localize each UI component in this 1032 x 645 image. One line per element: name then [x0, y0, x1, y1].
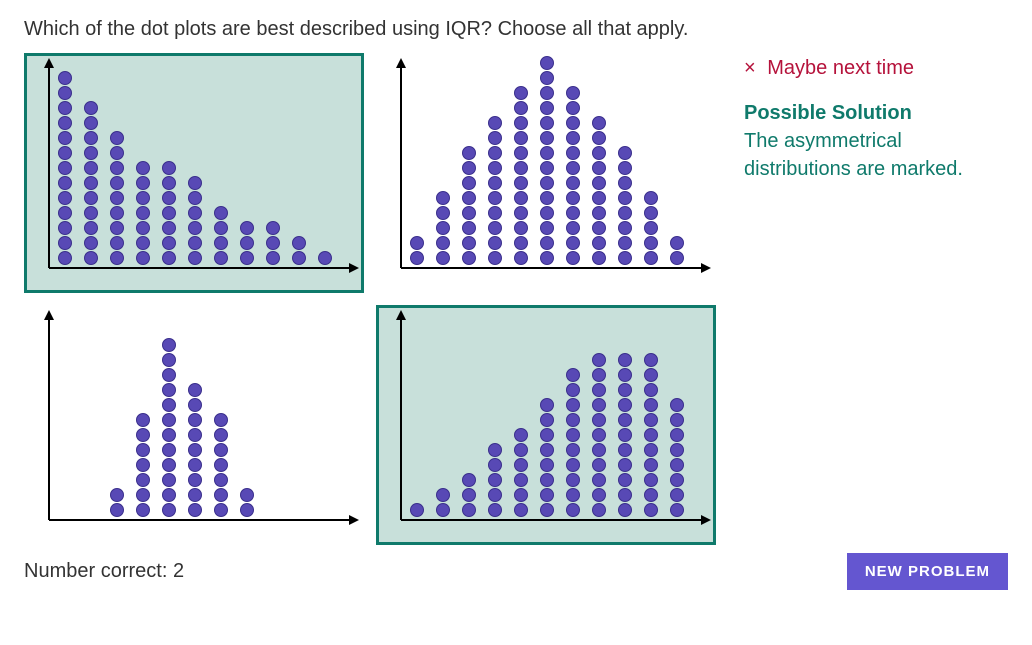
- footer-bar: Number correct: 2 NEW PROBLEM: [24, 553, 1008, 590]
- question-text: Which of the dot plots are best describe…: [24, 18, 1008, 41]
- solution-text: The asymmetrical distributions are marke…: [744, 127, 1008, 183]
- main-layout: × Maybe next time Possible Solution The …: [24, 53, 1008, 545]
- dot-plot-a[interactable]: [24, 53, 364, 293]
- dot-plot-d[interactable]: [376, 305, 716, 545]
- solution-title: Possible Solution: [744, 102, 1008, 125]
- score-display: Number correct: 2: [24, 560, 184, 583]
- feedback-message: × Maybe next time: [744, 57, 1008, 80]
- dot-plot-b[interactable]: [376, 53, 716, 293]
- score-label: Number correct:: [24, 560, 167, 582]
- feedback-x-icon: ×: [744, 57, 756, 79]
- plots-grid: [24, 53, 716, 545]
- side-panel: × Maybe next time Possible Solution The …: [744, 53, 1008, 545]
- score-value: 2: [173, 560, 184, 582]
- new-problem-button[interactable]: NEW PROBLEM: [847, 553, 1008, 590]
- dot-plot-c[interactable]: [24, 305, 364, 545]
- feedback-text: Maybe next time: [767, 57, 914, 79]
